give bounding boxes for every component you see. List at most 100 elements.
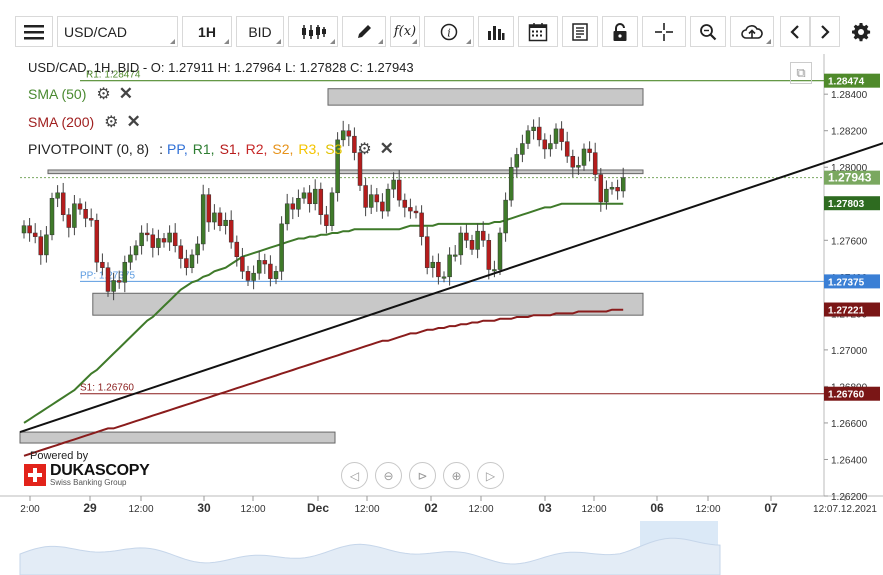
trendline (19, 142, 883, 434)
symbol-select[interactable]: USD/CAD (57, 16, 178, 47)
close-icon[interactable]: ✕ (126, 112, 141, 131)
svg-text:i: i (447, 26, 451, 39)
crosshair-button[interactable] (642, 16, 686, 47)
cloud-upload-button[interactable] (730, 16, 774, 47)
candle (531, 119, 536, 140)
candle-body (228, 219, 234, 243)
powered-by-text: Powered by (30, 450, 89, 462)
candle-body (150, 234, 156, 248)
candle-body (368, 194, 374, 208)
scroll-right-button[interactable] (810, 16, 840, 47)
side-value: BID (248, 23, 272, 40)
candle-body (27, 225, 32, 234)
legend-sma50: SMA (50) ⚙ ✕ (28, 84, 133, 104)
gear-icon[interactable]: ⚙ (96, 86, 111, 103)
zoom-button[interactable] (690, 16, 726, 47)
candle-body (469, 240, 475, 250)
candle-body (441, 276, 447, 279)
candle-body (536, 126, 542, 141)
candle (128, 246, 133, 270)
candle-body (458, 232, 464, 256)
candle-body (329, 192, 335, 226)
document-button[interactable] (562, 16, 598, 47)
close-icon[interactable]: ✕ (118, 84, 133, 103)
candle (167, 225, 172, 251)
candle-body (234, 241, 240, 257)
candle-body (542, 139, 548, 150)
candle (312, 179, 318, 211)
candle (273, 265, 279, 285)
candle (559, 121, 564, 151)
calendar-button[interactable] (518, 16, 558, 47)
price-tag: 1.27803 (824, 196, 880, 211)
chart-area[interactable]: R1: 1.28474 S1: 1.26760 PP: 1.27375 1.2840… (0, 54, 883, 575)
price-tag-bg (824, 196, 880, 211)
candle (542, 133, 548, 159)
gear-icon[interactable]: ⚙ (357, 141, 372, 158)
candle (262, 253, 268, 274)
candle-body (273, 271, 279, 279)
candle (223, 212, 228, 235)
candle (38, 230, 44, 265)
y-tick-label: 1.27600 (831, 236, 868, 247)
zoom-out-button[interactable]: ⊖ (375, 462, 402, 489)
gear-icon[interactable]: ⚙ (104, 114, 119, 131)
candle-body (609, 187, 615, 190)
candle (391, 172, 396, 198)
candle (195, 236, 200, 264)
candle (503, 192, 508, 242)
lock-button[interactable] (602, 16, 638, 47)
close-icon[interactable]: ✕ (379, 139, 394, 158)
pivot-items: PP, R1, S1, R2, S2, R3, S3 (167, 141, 347, 157)
volume-button[interactable] (478, 16, 514, 47)
candle (564, 131, 570, 163)
candle (374, 188, 380, 212)
x-tick-label: 06 (650, 501, 664, 515)
scroll-left-button[interactable] (780, 16, 810, 47)
settings-button[interactable] (844, 16, 878, 47)
candle-body (223, 219, 228, 226)
candle-body (581, 148, 587, 166)
candle-body (508, 166, 514, 201)
x-tick-label: 12:00 (695, 504, 720, 515)
candle-body (408, 207, 413, 212)
expand-button[interactable]: ⧉ (790, 62, 812, 84)
candle (284, 193, 290, 231)
candle (150, 228, 156, 258)
candle (604, 180, 609, 210)
candle-body (217, 212, 223, 226)
candle-body (452, 254, 458, 257)
chart-type-button[interactable] (288, 16, 338, 47)
timeframe-select[interactable]: 1H (182, 16, 232, 47)
draw-tool-button[interactable] (342, 16, 386, 47)
menu-button[interactable] (15, 16, 53, 47)
candle (380, 193, 385, 219)
side-select[interactable]: BID (236, 16, 284, 47)
candle-body (475, 230, 480, 250)
candle (447, 247, 452, 286)
candle (536, 117, 542, 147)
candle-body (251, 272, 256, 281)
zoom-in-button[interactable]: ⊕ (443, 462, 470, 489)
y-tick-label: 1.26600 (831, 419, 868, 430)
function-icon: f(x) (393, 24, 417, 39)
candle (206, 188, 212, 232)
scroll-back-button[interactable]: ◁ (341, 462, 368, 489)
candle-body (402, 199, 408, 208)
candle-body (357, 152, 363, 186)
candle (279, 216, 284, 281)
candle (441, 271, 447, 283)
indicators-button[interactable]: f(x) (390, 16, 420, 47)
candle-body (419, 212, 424, 237)
scroll-forward-button[interactable]: ▷ (477, 462, 504, 489)
candle (553, 123, 559, 149)
candle (598, 167, 604, 212)
reset-zoom-button[interactable]: ⊳ (409, 462, 436, 489)
candle (307, 185, 312, 213)
info-button[interactable]: i (424, 16, 474, 47)
x-tick-label: 2:00 (20, 504, 40, 515)
candle-body (503, 199, 508, 234)
navigator-layer (19, 521, 880, 575)
candle-body (340, 130, 346, 141)
